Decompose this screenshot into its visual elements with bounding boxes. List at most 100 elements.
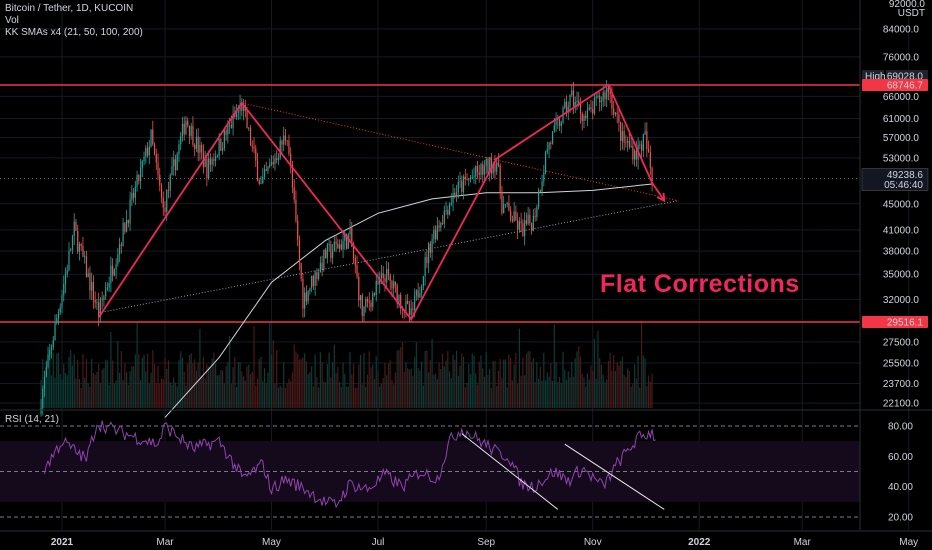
volume-bar xyxy=(634,364,636,408)
candle-body xyxy=(600,101,603,103)
candle-body xyxy=(438,225,440,228)
candle-body xyxy=(319,262,321,273)
volume-bar xyxy=(478,361,480,408)
annotation-flat-corrections: Flat Corrections xyxy=(600,270,800,298)
candle-body xyxy=(632,145,634,160)
candle-body xyxy=(588,107,590,110)
volume-bar xyxy=(167,360,170,408)
candle-body xyxy=(143,156,145,161)
high-tag-label: High xyxy=(865,71,886,82)
candle-body xyxy=(522,223,524,237)
volume-bar xyxy=(269,322,271,408)
candle-body xyxy=(419,293,421,298)
candle-body xyxy=(288,140,290,154)
volume-bar xyxy=(380,383,383,408)
candle-body xyxy=(113,269,115,276)
volume-bar xyxy=(185,385,187,408)
candle-body xyxy=(553,125,555,132)
volume-bar xyxy=(222,370,224,408)
volume-bar xyxy=(338,382,341,408)
candle-body xyxy=(50,347,53,351)
time-tick-label: Nov xyxy=(584,537,602,548)
volume-bar xyxy=(400,347,402,408)
volume-bar xyxy=(106,360,108,408)
candle-body xyxy=(455,192,458,197)
candle-body xyxy=(508,202,510,211)
candle-body xyxy=(171,166,173,175)
candle-body xyxy=(169,174,171,191)
candle-body xyxy=(375,281,377,295)
volume-bar xyxy=(249,373,252,408)
volume-bar xyxy=(614,370,617,408)
time-tick-label: Sep xyxy=(477,537,495,548)
volume-bar xyxy=(190,353,192,408)
candle-body xyxy=(56,318,58,323)
candle-body xyxy=(68,250,70,271)
volume-bar xyxy=(202,356,205,408)
candle-body xyxy=(349,227,351,235)
candle-body xyxy=(583,115,585,122)
candle-body xyxy=(396,285,398,304)
volume-bar xyxy=(628,370,630,408)
volume-bar xyxy=(283,362,285,408)
candle-body xyxy=(284,135,287,141)
candle-body xyxy=(307,290,309,302)
volume-bar xyxy=(595,378,597,408)
volume-bar xyxy=(263,368,266,408)
volume-bar xyxy=(89,386,91,408)
symbol-title[interactable]: Bitcoin / Tether, 1D, KUCOIN xyxy=(5,3,134,14)
candle-body xyxy=(66,270,68,275)
candle-body xyxy=(155,154,157,163)
volume-bar xyxy=(483,376,486,408)
volume-bar xyxy=(407,368,409,408)
candle-body xyxy=(602,92,604,102)
candle-body xyxy=(204,158,206,168)
volume-bar xyxy=(576,351,578,408)
volume-bar xyxy=(276,350,278,408)
volume-bar xyxy=(279,385,281,408)
volume-bar xyxy=(593,338,596,408)
candle-body xyxy=(330,244,332,259)
candle-body xyxy=(281,140,283,145)
sma-legend[interactable]: KK SMAs x4 (21, 50, 100, 200) xyxy=(5,27,143,38)
candle-body xyxy=(487,158,489,173)
volume-bar xyxy=(312,386,314,408)
volume-bar xyxy=(508,354,510,408)
candle-body xyxy=(199,144,201,153)
candle-body xyxy=(607,87,610,92)
volume-bar xyxy=(227,361,229,408)
volume-bar xyxy=(195,370,198,408)
candle-body xyxy=(160,185,163,198)
candle-body xyxy=(314,272,316,287)
candle-body xyxy=(511,219,514,222)
candle-body xyxy=(286,140,288,142)
candle-body xyxy=(564,101,566,108)
candle-body xyxy=(77,230,79,252)
volume-bar xyxy=(49,353,51,408)
candle-body xyxy=(291,164,294,188)
volume-bar xyxy=(578,346,580,408)
volume-legend[interactable]: Vol xyxy=(5,15,19,26)
volume-bar xyxy=(174,382,177,408)
candle-body xyxy=(260,183,262,185)
volume-bar xyxy=(267,372,269,408)
candle-body xyxy=(529,214,531,224)
candle-body xyxy=(539,190,541,192)
volume-bar xyxy=(242,376,245,408)
candle-body xyxy=(59,307,61,313)
candle-body xyxy=(597,95,599,97)
volume-bar xyxy=(401,342,404,408)
candle-body xyxy=(492,164,494,174)
volume-bar xyxy=(187,363,189,408)
candle-body xyxy=(462,176,465,192)
candle-body xyxy=(504,204,507,205)
volume-bar xyxy=(366,374,369,408)
candle-body xyxy=(635,150,637,160)
volume-bar xyxy=(373,378,376,408)
volume-bar xyxy=(241,371,243,408)
candle-body xyxy=(258,180,260,184)
volume-bar xyxy=(518,328,520,408)
volume-bar xyxy=(592,371,594,408)
rsi-legend[interactable]: RSI (14, 21) xyxy=(5,414,59,425)
